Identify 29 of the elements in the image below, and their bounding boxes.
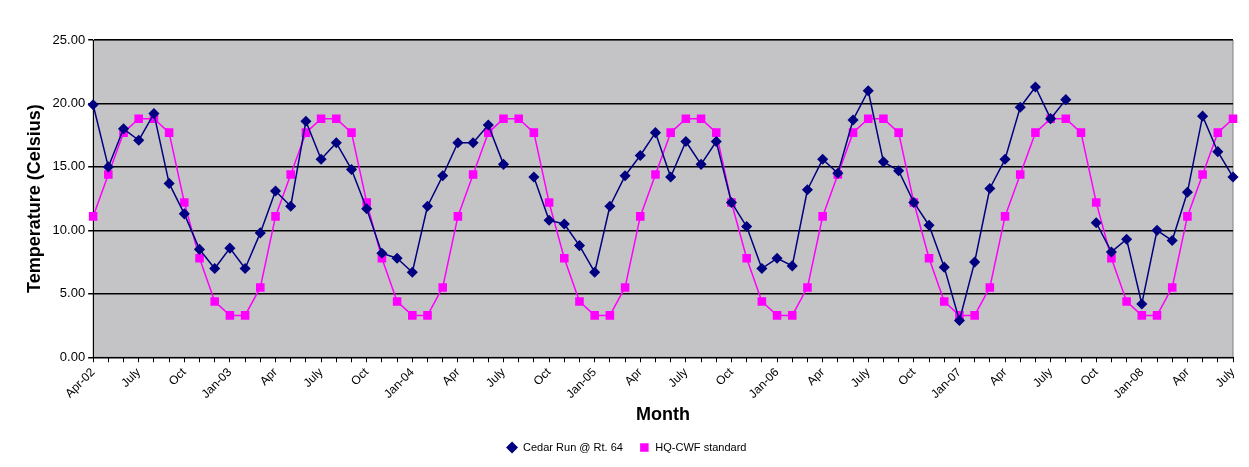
x-tick-label: Apr <box>256 364 280 389</box>
x-tick-label: July <box>847 364 873 390</box>
x-tick-label: July <box>1030 364 1056 390</box>
x-axis-title: Month <box>636 404 691 425</box>
x-tick-label: Apr <box>986 364 1010 389</box>
x-tick-label: Apr <box>1168 364 1192 389</box>
y-tick-label: 0.00 <box>59 348 86 364</box>
y-axis-title: Temperature (Celsius) <box>23 104 44 293</box>
x-tick-label: Oct <box>1077 364 1102 389</box>
legend-label: HQ-CWF standard <box>655 440 747 453</box>
x-tick-label: July <box>482 364 508 390</box>
x-tick-label: July <box>665 364 691 390</box>
x-tick-label: Oct <box>348 364 372 389</box>
legend-label: Cedar Run @ Rt. 64 <box>523 440 623 453</box>
y-tick-label: 5.00 <box>59 285 86 301</box>
x-tick-label: July <box>300 364 326 390</box>
x-tick-label: Oct <box>712 364 737 389</box>
y-tick-label: 25.00 <box>52 31 86 47</box>
x-tick-label: Oct <box>895 364 919 389</box>
x-tick-label: Apr <box>621 364 645 389</box>
x-tick-label: Oct <box>530 364 555 389</box>
x-tick-label: July <box>1212 364 1238 390</box>
y-tick-label: 15.00 <box>52 158 86 174</box>
y-tick-label: 10.00 <box>52 221 86 237</box>
x-tick-label: July <box>118 364 144 390</box>
y-tick-label: 20.00 <box>52 95 86 111</box>
x-tick-label: Apr <box>804 364 828 389</box>
x-tick-label: Oct <box>165 364 190 389</box>
x-tick-label: Apr <box>439 364 463 389</box>
